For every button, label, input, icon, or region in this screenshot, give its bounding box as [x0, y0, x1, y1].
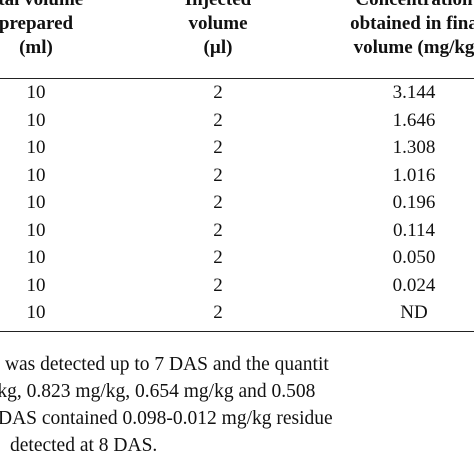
- paragraph-line: /kg, 0.823 mg/kg, 0.654 mg/kg and 0.508: [0, 381, 316, 402]
- cell-injected-volume: 2: [213, 109, 223, 131]
- cell-concentration: 0.050: [392, 247, 436, 268]
- table-bottom-rule: [0, 331, 474, 332]
- cell-concentration: 1.016: [392, 164, 436, 186]
- cell-concentration: 0.114: [392, 219, 436, 241]
- cell-total-volume: 10: [26, 302, 46, 323]
- cell-concentration: 0.196: [392, 192, 436, 213]
- cell-injected-volume: 2: [213, 164, 223, 186]
- cell-concentration: 0.024: [392, 274, 436, 296]
- header-text: otal volume: [0, 0, 136, 12]
- cell-concentration: 3.144: [392, 82, 436, 103]
- cell-total-volume: 10: [26, 274, 46, 296]
- paragraph-line: DAS contained 0.098-0.012 mg/kg residue: [0, 408, 333, 429]
- cell-total-volume: 10: [26, 219, 46, 241]
- header-text: obtained in fina: [350, 13, 474, 34]
- table-row: 10 2 0.024: [0, 272, 474, 300]
- cell-injected-volume: 2: [213, 247, 223, 268]
- header-injected-volume: Injected volume (µl): [118, 0, 318, 60]
- table-row: 10 2 0.050: [0, 244, 474, 272]
- header-concentration: Concentration obtained in fina volume (m…: [296, 0, 474, 60]
- cell-total-volume: 10: [26, 109, 46, 131]
- cell-total-volume: 10: [26, 192, 46, 213]
- table-row: 10 2 0.114: [0, 217, 474, 245]
- cell-total-volume: 10: [26, 247, 46, 268]
- table-row: 10 2 1.646: [0, 107, 474, 135]
- cell-concentration: 1.308: [392, 137, 436, 158]
- cell-concentration: ND: [400, 302, 428, 323]
- cell-total-volume: 10: [26, 137, 46, 158]
- cell-injected-volume: 2: [213, 137, 223, 158]
- header-text: Injected: [118, 0, 318, 12]
- header-total-volume: otal volume prepared (ml): [0, 0, 136, 60]
- cell-injected-volume: 2: [213, 82, 223, 103]
- header-text: volume: [188, 13, 248, 34]
- header-text: volume (mg/kg: [353, 37, 474, 58]
- table-row: 10 2 ND: [0, 299, 474, 327]
- header-text: (ml): [19, 37, 53, 58]
- table-row: 10 2 1.016: [0, 162, 474, 190]
- table-body: 10 2 3.144 10 2 1.646 10 2 1.308 10 2 1.…: [0, 79, 474, 327]
- cell-injected-volume: 2: [213, 302, 223, 323]
- table-row: 10 2 1.308: [0, 134, 474, 162]
- header-text: (µl): [203, 37, 233, 58]
- cell-injected-volume: 2: [213, 192, 223, 213]
- cell-injected-volume: 2: [213, 274, 223, 296]
- table-header-rule: [0, 78, 474, 79]
- cell-concentration: 1.646: [392, 109, 436, 131]
- header-text: prepared: [0, 13, 74, 34]
- cell-total-volume: 10: [26, 164, 46, 186]
- paragraph-line: al was detected up to 7 DAS and the quan…: [0, 354, 329, 375]
- table-row: 10 2 3.144: [0, 79, 474, 107]
- table-row: 10 2 0.196: [0, 189, 474, 217]
- cell-injected-volume: 2: [213, 219, 223, 241]
- cell-total-volume: 10: [26, 82, 46, 103]
- paragraph-line: detected at 8 DAS.: [10, 435, 158, 456]
- header-text: Concentration: [296, 0, 474, 12]
